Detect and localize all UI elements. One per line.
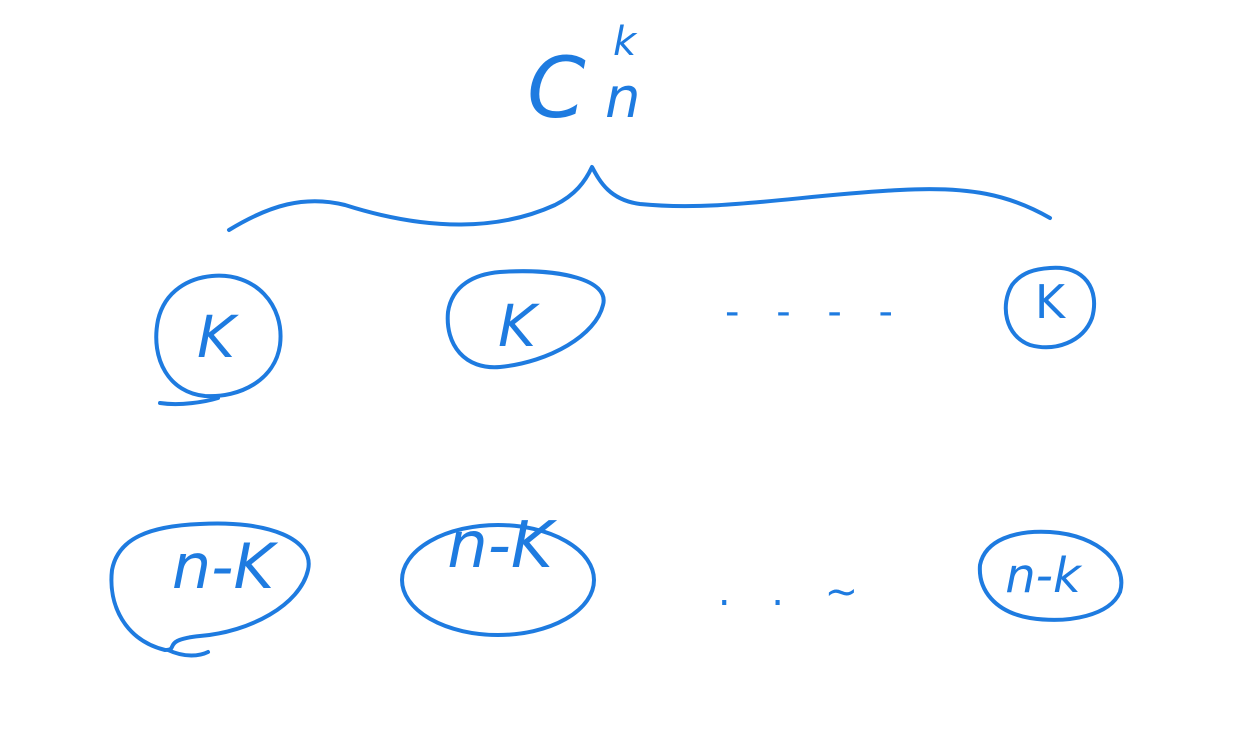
bottom-row-ellipsis: . . ~ [718,569,872,615]
top-node-1-circle [154,273,283,399]
bottom-node-1-underline [166,648,210,658]
combination-main-symbol: C [527,39,586,137]
curly-brace [227,165,1052,232]
top-node-3-circle [1003,265,1097,350]
top-node-1-label: K [197,303,239,371]
bottom-row: n-K n-K . . ~ n-k [109,509,1124,658]
bottom-node-2-label: n-K [447,509,558,583]
top-row: K K - - - - K [154,265,1097,407]
bottom-node-3: n-k [977,529,1124,622]
combination-subscript: n [605,66,641,131]
top-node-2-label: K [498,292,540,360]
bottom-node-1-circle [109,521,311,652]
combination-superscript: k [613,19,638,65]
bottom-node-1: n-K [109,521,311,658]
top-node-3: K [1003,265,1097,350]
combination-notation: C n k [527,19,641,137]
bottom-node-1-label: n-K [172,530,279,603]
top-node-1-underline [158,396,220,407]
top-node-3-label: K [1035,275,1067,329]
bottom-node-3-circle [977,529,1124,622]
bottom-node-3-label: n-k [1005,548,1083,604]
top-node-2-circle [445,269,606,370]
top-node-1: K [154,273,283,407]
bottom-node-2-circle [400,523,596,637]
top-row-ellipsis: - - - - [725,289,905,335]
bottom-node-2: n-K [400,509,596,637]
top-node-2: K [445,269,606,370]
